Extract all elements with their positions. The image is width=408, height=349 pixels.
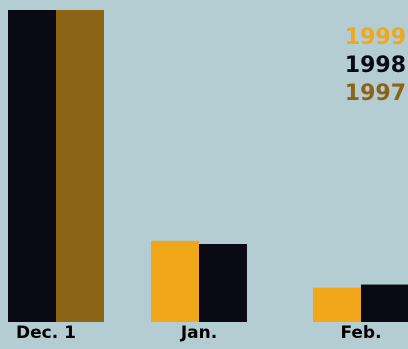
bar-feb-1998	[361, 284, 408, 322]
bar-dec-1-1997	[56, 10, 104, 322]
x-tick-label-jan: Jan.	[180, 323, 217, 343]
bar-dec-1-1998	[8, 10, 56, 322]
bar-feb-1999	[313, 287, 361, 322]
x-tick-label-dec-1: Dec. 1	[16, 323, 76, 343]
bar-jan-1999	[151, 240, 199, 322]
legend-entry-1998: 1998	[345, 53, 406, 78]
legend: 1999 1998 1997	[345, 25, 406, 106]
legend-entry-1999: 1999	[345, 25, 406, 50]
x-tick-label-feb: Feb.	[340, 323, 381, 343]
bars-group	[8, 10, 408, 322]
bar-jan-1998	[199, 244, 247, 322]
x-axis-tick-labels: Dec. 1 Jan. Feb.	[16, 323, 382, 343]
legend-entry-1997: 1997	[345, 81, 406, 106]
